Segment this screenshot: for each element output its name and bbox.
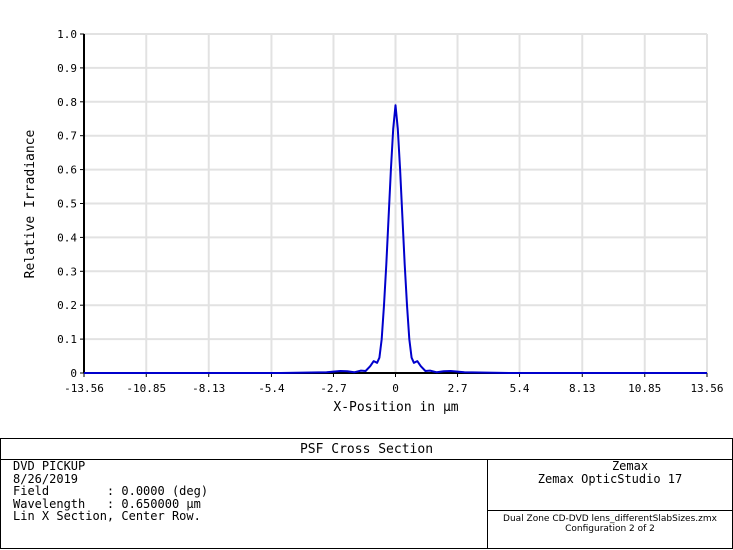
x-tick-label-3: -5.4 xyxy=(258,382,285,395)
info-line-field: Field : 0.0000 (deg) xyxy=(13,484,209,498)
x-tick-label-9: 10.85 xyxy=(628,382,661,395)
x-tick-label-4: -2.7 xyxy=(320,382,347,395)
y-tick-label-3: 0.3 xyxy=(57,265,77,278)
analysis-info: DVD PICKUP 8/26/2019 Field : 0.0000 (deg… xyxy=(0,459,488,549)
y-tick-label-10: 1.0 xyxy=(57,28,77,41)
x-axis-label: X-Position in µm xyxy=(333,400,458,415)
file-name: Dual Zone CD-DVD lens_differentSlabSizes… xyxy=(503,514,717,524)
info-line-system: DVD PICKUP xyxy=(13,459,86,473)
configuration: Configuration 2 of 2 xyxy=(565,524,655,534)
info-panel: PSF Cross Section DVD PICKUP 8/26/2019 F… xyxy=(0,438,733,550)
y-tick-label-5: 0.5 xyxy=(57,198,77,211)
y-axis-label: Relative Irradiance xyxy=(23,129,38,278)
y-tick-label-1: 0.1 xyxy=(57,333,77,346)
x-tick-label-10: 13.56 xyxy=(690,382,723,395)
x-tick-label-1: -10.85 xyxy=(126,382,166,395)
y-tick-labels: 0 0.1 0.2 0.3 0.4 0.5 0.6 0.7 0.8 0.9 1.0 xyxy=(57,28,77,380)
x-tick-labels: -13.56 -10.85 -8.13 -5.4 -2.7 0 2.7 5.4 8.13 10.8… xyxy=(64,382,723,395)
y-tick-label-7: 0.7 xyxy=(57,130,77,143)
y-tick-label-4: 0.4 xyxy=(57,231,77,244)
x-tick-label-0: -13.56 xyxy=(64,382,104,395)
x-tick-label-5: 0 xyxy=(392,382,399,395)
series-line-0 xyxy=(84,104,707,374)
info-line-wavelength: Wavelength : 0.650000 µm xyxy=(13,496,201,511)
series-lines xyxy=(84,104,707,374)
y-tick-label-6: 0.6 xyxy=(57,164,77,177)
y-tick-label-8: 0.8 xyxy=(57,96,77,109)
company-name: Zemax xyxy=(611,459,649,473)
product-name: Zemax OpticStudio 17 xyxy=(537,472,683,486)
psf-plot: 00.10.20.30.40.50.60.70.80.91.0 -13.56 -1… xyxy=(23,28,724,415)
file-box: Dual Zone CD-DVD lens_differentSlabSizes… xyxy=(488,511,733,549)
y-tick-label-9: 0.9 xyxy=(57,62,77,75)
panel-title: PSF Cross Section xyxy=(0,438,733,460)
info-line-section: Lin X Section, Center Row. xyxy=(13,509,201,523)
x-tick-label-8: 8.13 xyxy=(569,382,596,395)
y-tick-label-0: 0 xyxy=(70,367,77,380)
vendor-box: Zemax Zemax OpticStudio 17 xyxy=(488,459,733,511)
x-tick-label-7: 5.4 xyxy=(510,382,530,395)
plot-axes xyxy=(80,33,708,377)
plot-grid xyxy=(83,33,708,374)
info-line-date: 8/26/2019 xyxy=(13,471,79,486)
x-tick-label-2: -8.13 xyxy=(192,382,225,395)
y-tick-label-2: 0.2 xyxy=(57,299,77,312)
x-tick-label-6: 2.7 xyxy=(448,382,468,395)
